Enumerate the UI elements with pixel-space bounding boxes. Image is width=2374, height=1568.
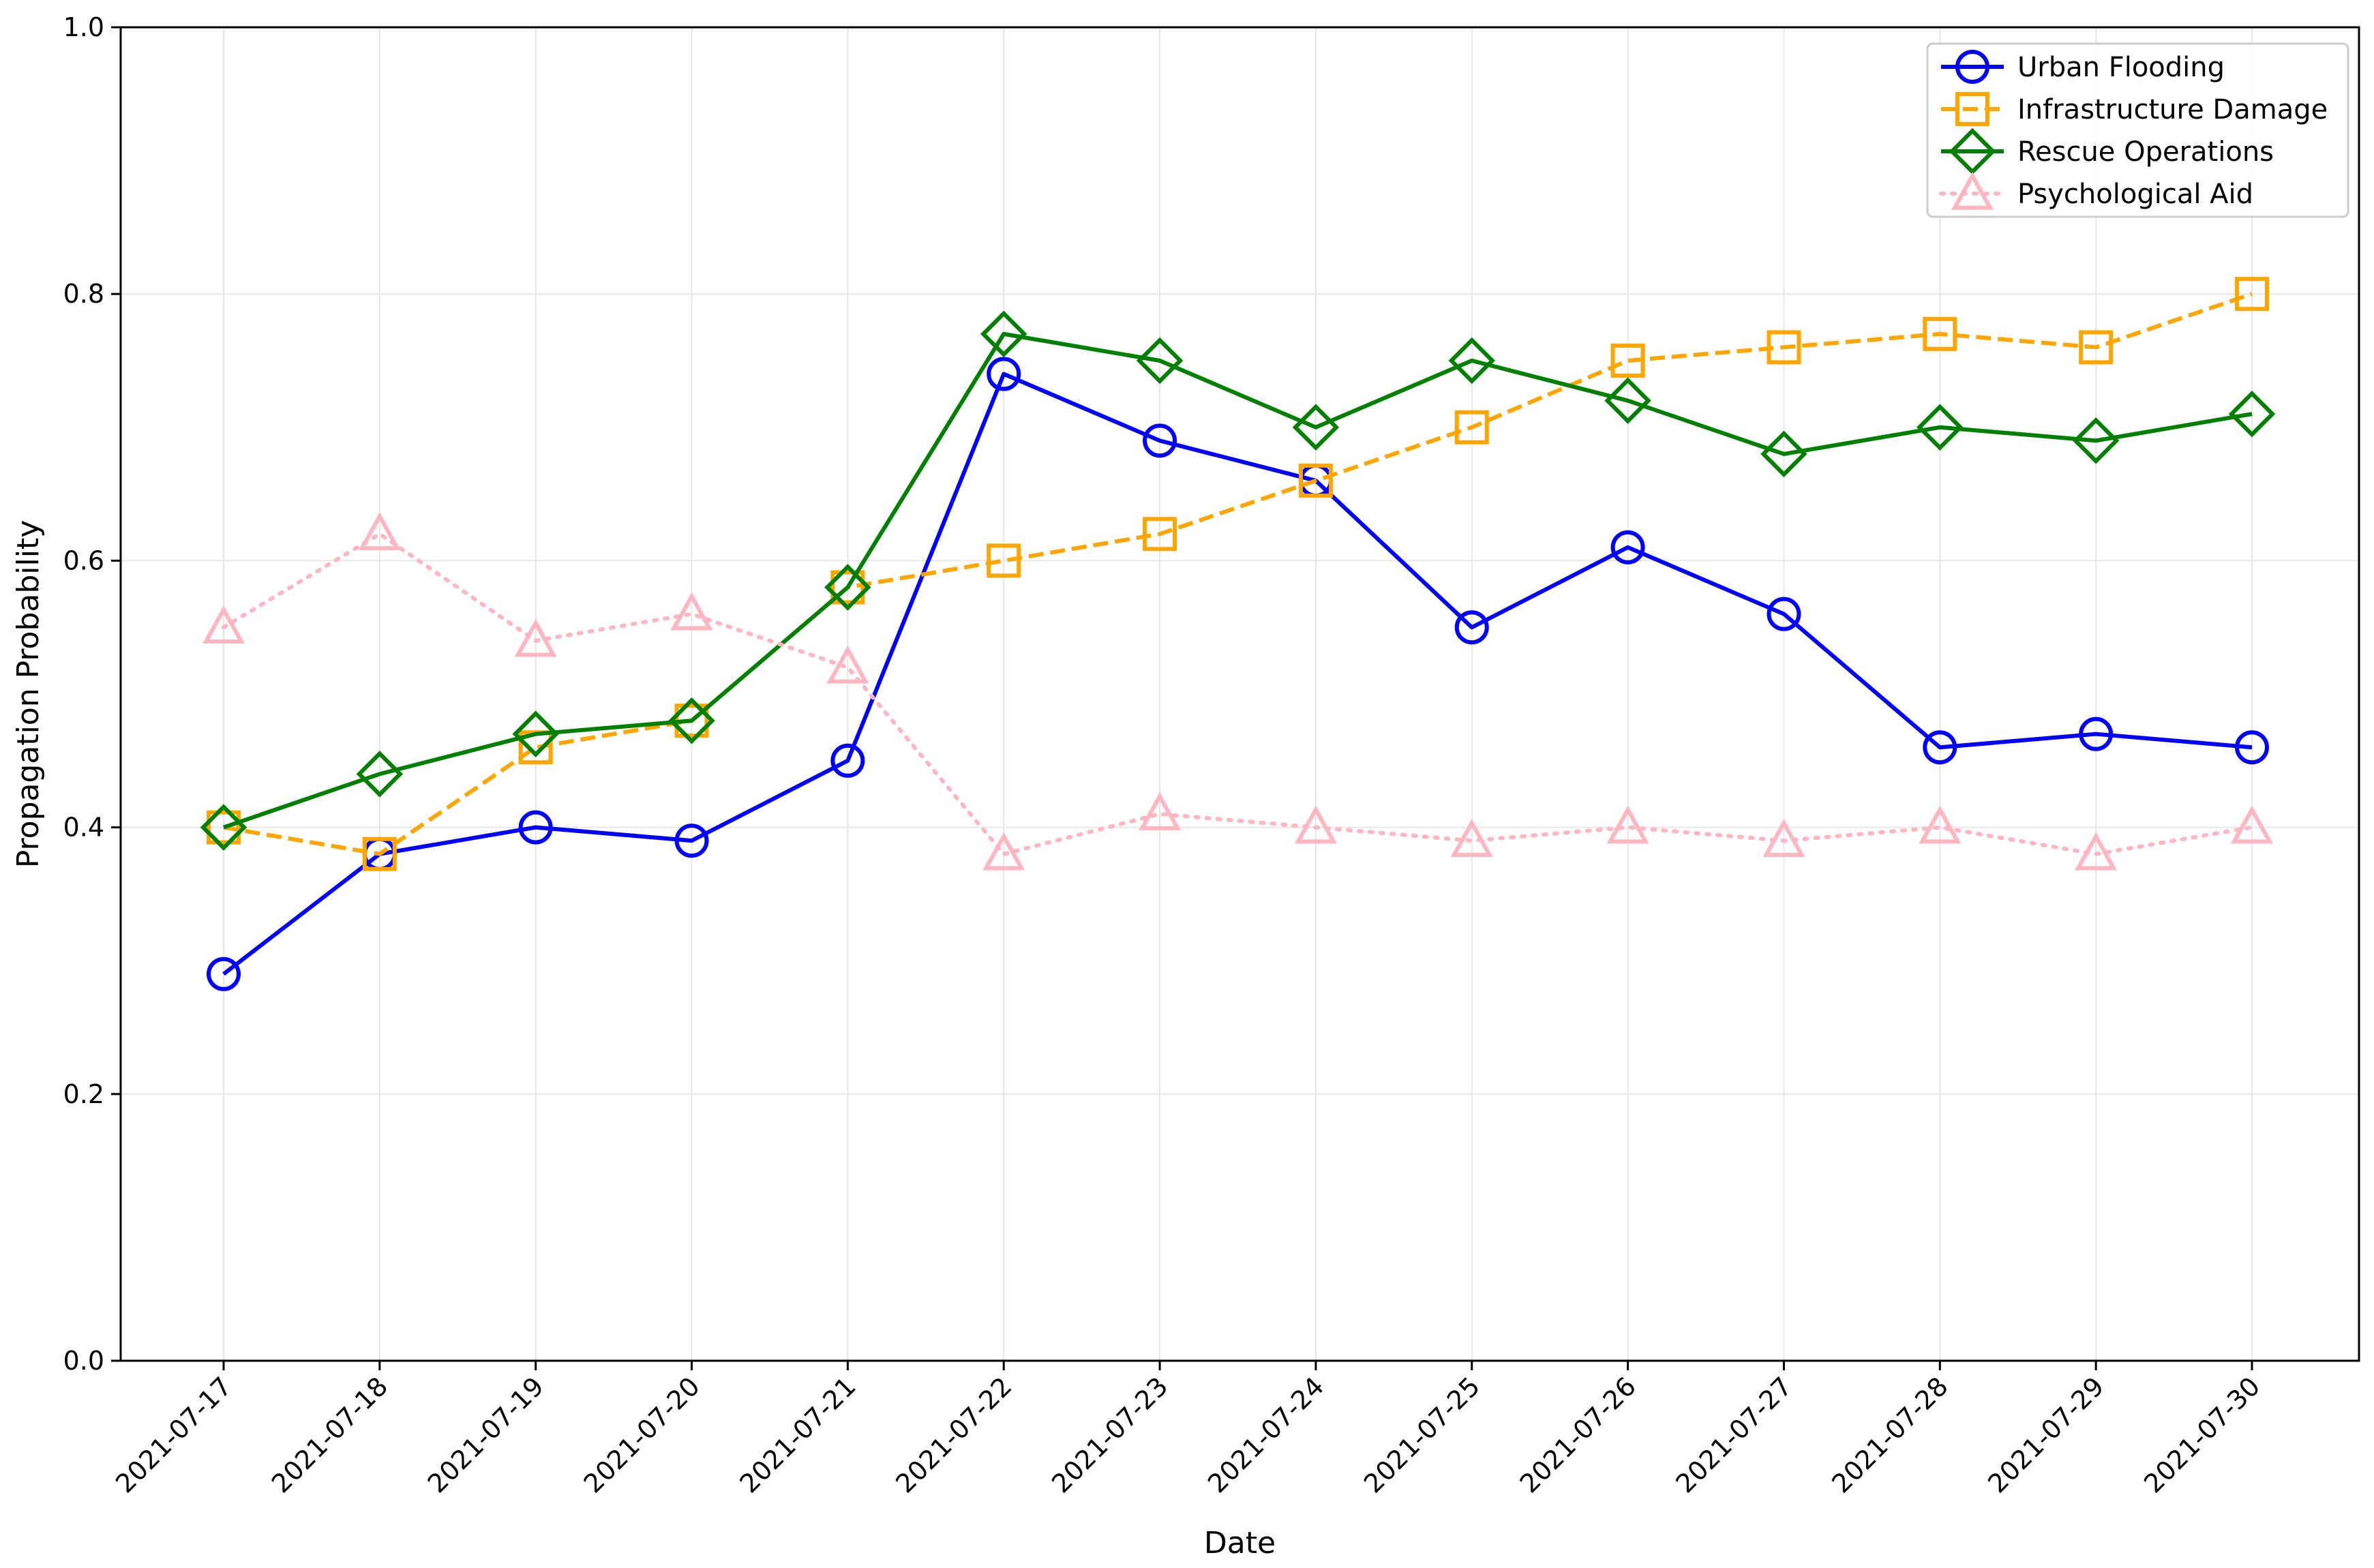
data-point	[358, 512, 401, 551]
data-point	[200, 804, 247, 851]
y-tick-label: 0.6	[63, 545, 104, 575]
data-point	[514, 618, 557, 657]
data-point	[668, 697, 715, 744]
data-point	[1448, 337, 1496, 385]
legend-marker	[1955, 92, 1989, 126]
data-point	[2235, 730, 2269, 765]
data-point	[987, 543, 1021, 578]
data-point	[1610, 344, 1645, 378]
data-point	[670, 592, 713, 631]
data-point	[1298, 464, 1333, 498]
data-point	[1454, 610, 1489, 645]
data-point	[1143, 517, 1177, 552]
data-point	[2235, 277, 2269, 312]
x-tick-label: 2021-07-26	[1514, 1371, 1642, 1498]
legend-label: Rescue Operations	[2017, 136, 2274, 168]
series-line	[222, 532, 2254, 856]
series-line	[222, 372, 2253, 976]
data-point	[1923, 316, 1957, 351]
data-point	[1450, 818, 1493, 857]
x-axis-label: Date	[1204, 1526, 1276, 1561]
data-point	[824, 564, 871, 611]
grid	[121, 27, 2359, 1361]
y-tick-label: 0.4	[63, 813, 104, 843]
data-point	[1760, 430, 1807, 478]
series-layer	[200, 277, 2276, 991]
data-point	[2072, 417, 2120, 464]
data-point	[2230, 805, 2274, 844]
data-point	[1923, 730, 1957, 765]
series-line	[223, 331, 2253, 830]
x-tick-label: 2021-07-27	[1670, 1371, 1798, 1498]
data-point	[980, 310, 1027, 358]
data-point	[2228, 390, 2276, 438]
x-tick-label: 2021-07-17	[110, 1371, 237, 1498]
x-tick-label: 2021-07-24	[1202, 1371, 1329, 1498]
data-point	[362, 836, 397, 871]
data-point	[1604, 377, 1651, 424]
y-tick-label: 0.8	[63, 279, 104, 309]
data-point	[1917, 404, 1964, 451]
data-point	[830, 570, 865, 605]
data-point	[982, 832, 1025, 871]
x-tick-label: 2021-07-29	[1982, 1371, 2109, 1498]
x-tick-label: 2021-07-25	[1358, 1371, 1486, 1498]
data-point	[1292, 404, 1340, 451]
series-psychological-aid	[202, 512, 2274, 871]
data-point	[202, 605, 245, 644]
x-tick-label: 2021-07-23	[1046, 1371, 1173, 1498]
data-point	[1454, 410, 1489, 444]
data-point	[1136, 337, 1184, 385]
x-tick-label: 2021-07-20	[578, 1371, 706, 1498]
legend-marker	[1951, 171, 1994, 210]
data-point	[674, 824, 709, 858]
data-point	[1294, 805, 1338, 844]
x-tick-label: 2021-07-19	[422, 1371, 550, 1498]
x-tick-label: 2021-07-30	[2138, 1371, 2266, 1498]
data-point	[1143, 423, 1177, 458]
series-urban-flooding	[207, 357, 2269, 991]
data-point	[826, 645, 869, 684]
data-point	[2075, 832, 2118, 871]
data-point	[2079, 717, 2114, 751]
data-point	[1767, 330, 1801, 365]
legend-label: Urban Flooding	[2017, 52, 2225, 83]
data-point	[356, 751, 404, 798]
data-point	[518, 810, 553, 845]
x-tick-label: 2021-07-22	[890, 1371, 1017, 1498]
data-point	[830, 743, 865, 778]
x-tick-label: 2021-07-18	[266, 1371, 393, 1498]
data-point	[2079, 330, 2114, 365]
y-tick-label: 0.2	[63, 1079, 104, 1109]
series-rescue-operations	[200, 310, 2276, 851]
data-point	[987, 357, 1021, 391]
series-infrastructure-damage	[207, 277, 2269, 871]
data-point	[1762, 818, 1805, 857]
x-tick-label: 2021-07-28	[1826, 1371, 1953, 1498]
legend: Urban Flooding Infrastructure Damage Rescu…	[1926, 42, 2349, 218]
data-point	[207, 956, 241, 991]
plot-frame	[119, 26, 2360, 1362]
legend-label: Infrastructure Damage	[2017, 94, 2328, 125]
data-point	[1767, 597, 1801, 631]
data-point	[512, 710, 559, 757]
series-line	[223, 292, 2253, 856]
data-point	[1919, 805, 1962, 844]
y-axis-label: Propagation Probability	[11, 520, 46, 868]
legend-marker	[1955, 50, 1989, 84]
y-tick-label: 0.0	[63, 1346, 104, 1376]
y-tick-label: 1.0	[63, 12, 104, 42]
x-tick-label: 2021-07-21	[734, 1371, 861, 1498]
data-point	[1138, 791, 1182, 830]
data-point	[1606, 805, 1649, 844]
legend-box	[1926, 42, 2349, 218]
data-point	[1610, 530, 1645, 564]
legend-label: Psychological Aid	[2017, 179, 2253, 210]
data-point	[207, 810, 241, 845]
